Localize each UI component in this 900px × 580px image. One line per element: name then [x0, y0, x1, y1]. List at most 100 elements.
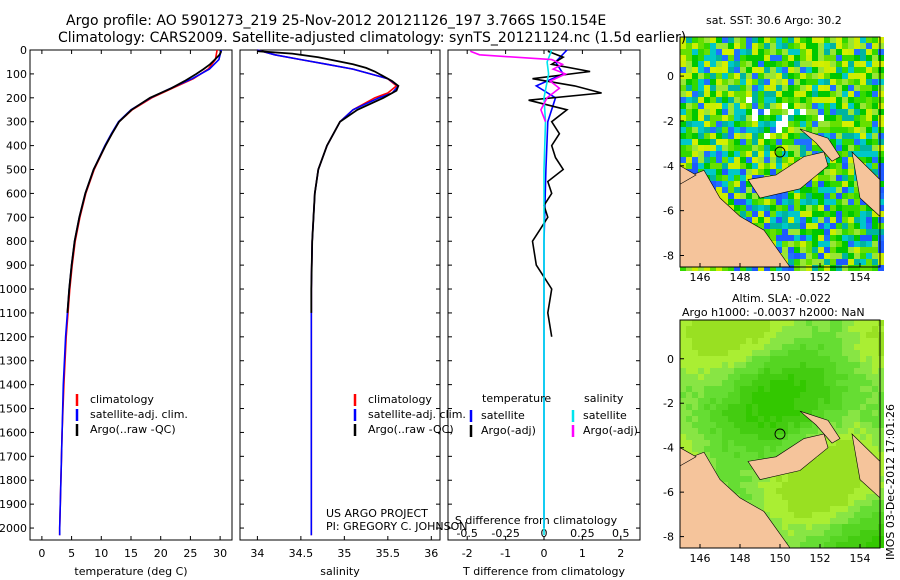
- map-cell: [734, 362, 740, 368]
- map-cell: [800, 476, 806, 482]
- map-cell: [758, 380, 764, 386]
- map-cell: [680, 404, 686, 410]
- map-cell: [764, 506, 770, 512]
- map-cell: [824, 476, 830, 482]
- map-cell: [866, 235, 872, 241]
- map-cell: [764, 452, 770, 458]
- map-cell: [728, 139, 734, 145]
- map-cell: [824, 440, 830, 446]
- map-cell: [788, 506, 794, 512]
- map-cell: [686, 97, 692, 103]
- map-cell: [794, 229, 800, 235]
- map-cell: [698, 446, 704, 452]
- x-tick-label: 36: [424, 547, 438, 560]
- map-cell: [806, 127, 812, 133]
- map-cell: [740, 470, 746, 476]
- map-cell: [734, 434, 740, 440]
- header-line-2: Climatology: CARS2009. Satellite-adjuste…: [58, 30, 687, 46]
- map-cell: [860, 199, 866, 205]
- map-cell: [740, 392, 746, 398]
- map-cell: [728, 356, 734, 362]
- map-cell: [872, 452, 878, 458]
- map-cell: [728, 127, 734, 133]
- map-cell: [680, 133, 686, 139]
- series-line-salinity-argo-adj-: [470, 50, 568, 122]
- map-cell: [800, 121, 806, 127]
- map-cell: [752, 476, 758, 482]
- map-cell: [842, 356, 848, 362]
- map-cell: [872, 536, 878, 542]
- map-cell: [848, 211, 854, 217]
- map-cell: [680, 422, 686, 428]
- map-cell: [794, 398, 800, 404]
- map-cell: [872, 211, 878, 217]
- map-cell: [752, 115, 758, 121]
- map-cell: [830, 61, 836, 67]
- map-cell: [764, 67, 770, 73]
- map-cell: [854, 524, 860, 530]
- map-cell: [860, 344, 866, 350]
- map-cell: [746, 139, 752, 145]
- map-cell: [770, 392, 776, 398]
- map-cell: [824, 332, 830, 338]
- map-cell: [722, 115, 728, 121]
- map-cell: [788, 518, 794, 524]
- map-cell: [776, 109, 782, 115]
- map-cell: [836, 211, 842, 217]
- map-cell: [842, 265, 848, 271]
- map-cell: [734, 37, 740, 43]
- map-cell: [806, 61, 812, 67]
- map-cell: [806, 362, 812, 368]
- map-cell: [830, 73, 836, 79]
- map-cell: [746, 211, 752, 217]
- map-cell: [800, 37, 806, 43]
- map-cell: [710, 398, 716, 404]
- map-cell: [836, 229, 842, 235]
- map-cell: [860, 422, 866, 428]
- map-cell: [872, 440, 878, 446]
- map-cell: [770, 217, 776, 223]
- map-cell: [836, 368, 842, 374]
- map-cell: [878, 115, 884, 121]
- map-cell: [824, 500, 830, 506]
- map-cell: [752, 67, 758, 73]
- map-cell: [794, 133, 800, 139]
- map-cell: [692, 434, 698, 440]
- map-cell: [710, 127, 716, 133]
- map-cell: [842, 121, 848, 127]
- map-cell: [770, 320, 776, 326]
- map-cell: [758, 157, 764, 163]
- map-cell: [836, 253, 842, 259]
- map-cell: [782, 85, 788, 91]
- map-cell: [794, 265, 800, 271]
- map-cell: [836, 55, 842, 61]
- map-cell: [848, 458, 854, 464]
- map-cell: [698, 121, 704, 127]
- map-cell: [716, 428, 722, 434]
- map-cell: [764, 85, 770, 91]
- map-cell: [716, 344, 722, 350]
- map-cell: [866, 37, 872, 43]
- map-cell: [848, 55, 854, 61]
- map-cell: [842, 536, 848, 542]
- map-cell: [704, 326, 710, 332]
- map-cell: [818, 506, 824, 512]
- map-cell: [752, 211, 758, 217]
- map-cell: [782, 374, 788, 380]
- map-cell: [704, 91, 710, 97]
- map-cell: [752, 133, 758, 139]
- map-cell: [794, 49, 800, 55]
- map-cell: [854, 398, 860, 404]
- map-cell: [812, 199, 818, 205]
- map-cell: [806, 223, 812, 229]
- map-cell: [800, 368, 806, 374]
- map-cell: [770, 476, 776, 482]
- map-x-tick-label: 150: [770, 552, 791, 565]
- map-cell: [878, 199, 884, 205]
- map-cell: [734, 326, 740, 332]
- map-cell: [710, 380, 716, 386]
- map-cell: [860, 338, 866, 344]
- map-cell: [878, 109, 884, 115]
- map-cell: [806, 253, 812, 259]
